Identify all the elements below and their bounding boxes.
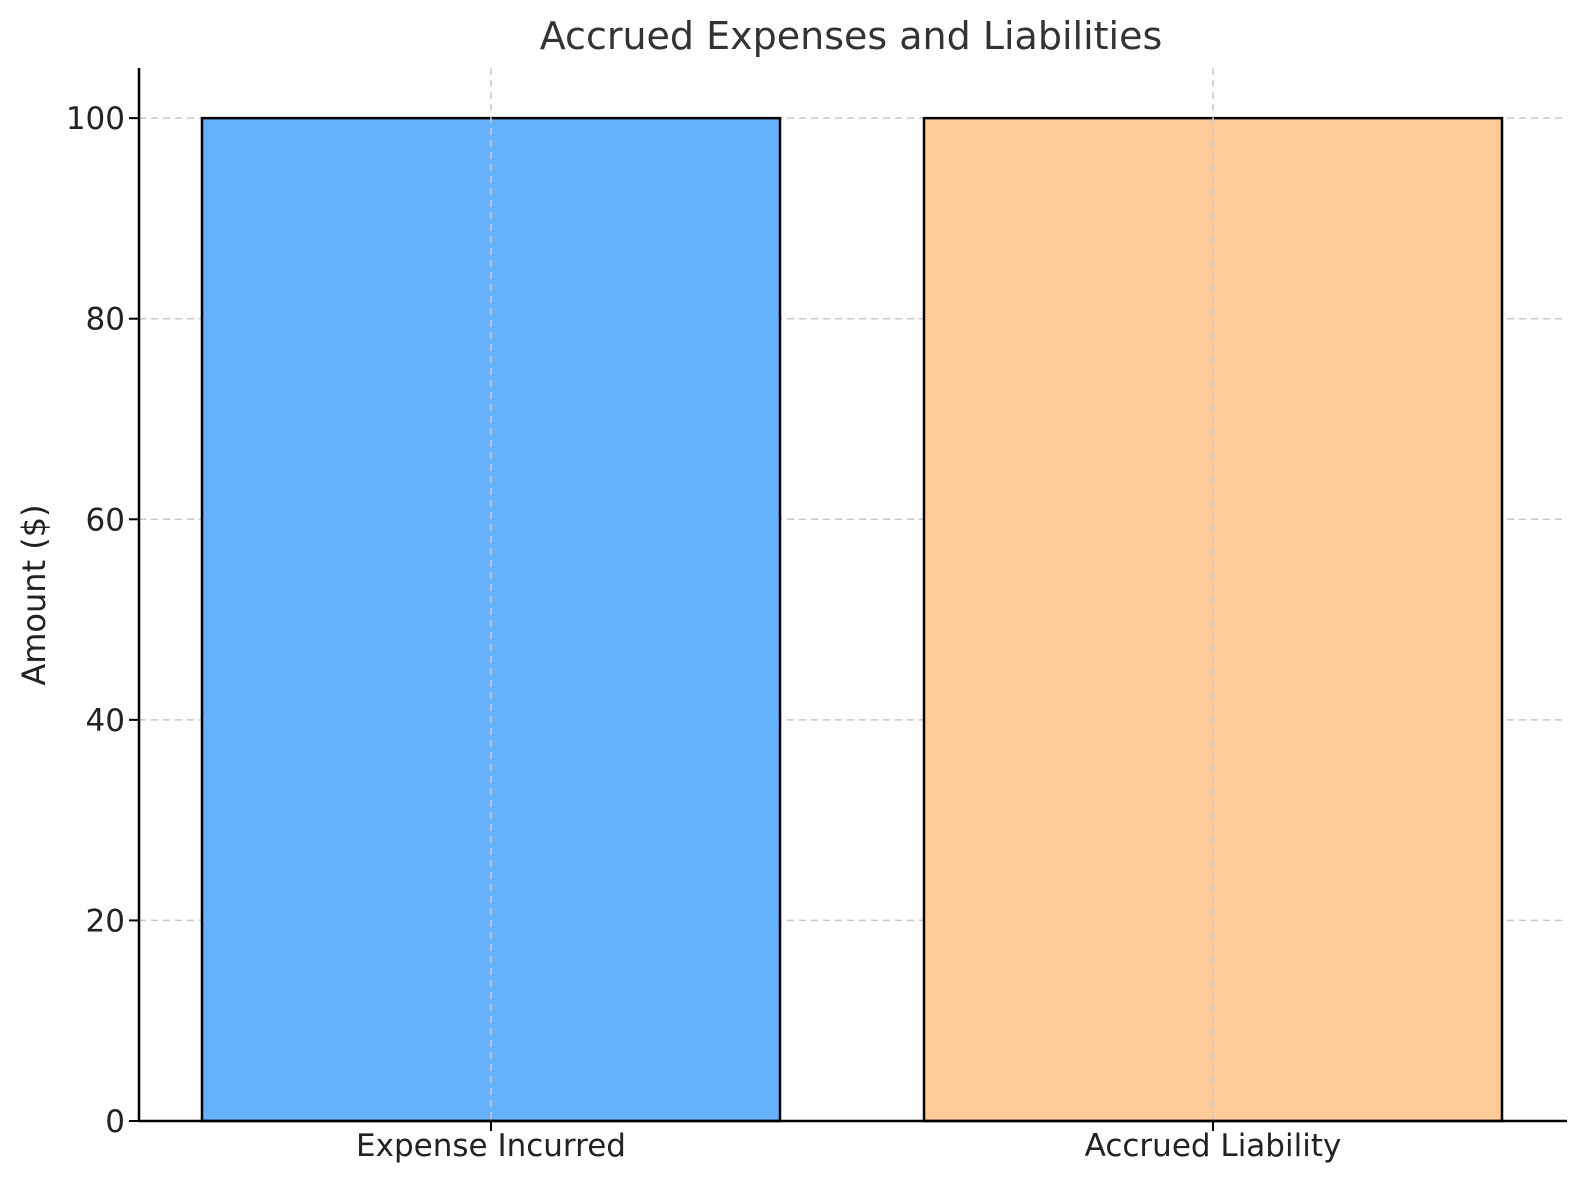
x-tick-label-expense-incurred: Expense Incurred [356, 1128, 626, 1164]
ticks-layer: 0 20 40 60 80 100 Expense Incurred Accrued Liab… [66, 101, 1342, 1164]
y-tick-label-20: 20 [86, 903, 125, 939]
y-tick-label-100: 100 [66, 101, 125, 137]
x-grid-layer [490, 68, 1214, 1121]
y-tick-label-60: 60 [86, 502, 125, 538]
chart-title: Accrued Expenses and Liabilities [540, 14, 1163, 58]
axes-layer [137, 68, 1567, 1123]
y-axis-label: Amount ($) [15, 504, 53, 685]
y-tick-label-0: 0 [105, 1104, 125, 1140]
y-tick-label-80: 80 [86, 302, 125, 338]
y-tick-label-40: 40 [86, 703, 125, 739]
bars-layer [200, 116, 1504, 1123]
x-tick-label-accrued-liability: Accrued Liability [1085, 1128, 1342, 1164]
